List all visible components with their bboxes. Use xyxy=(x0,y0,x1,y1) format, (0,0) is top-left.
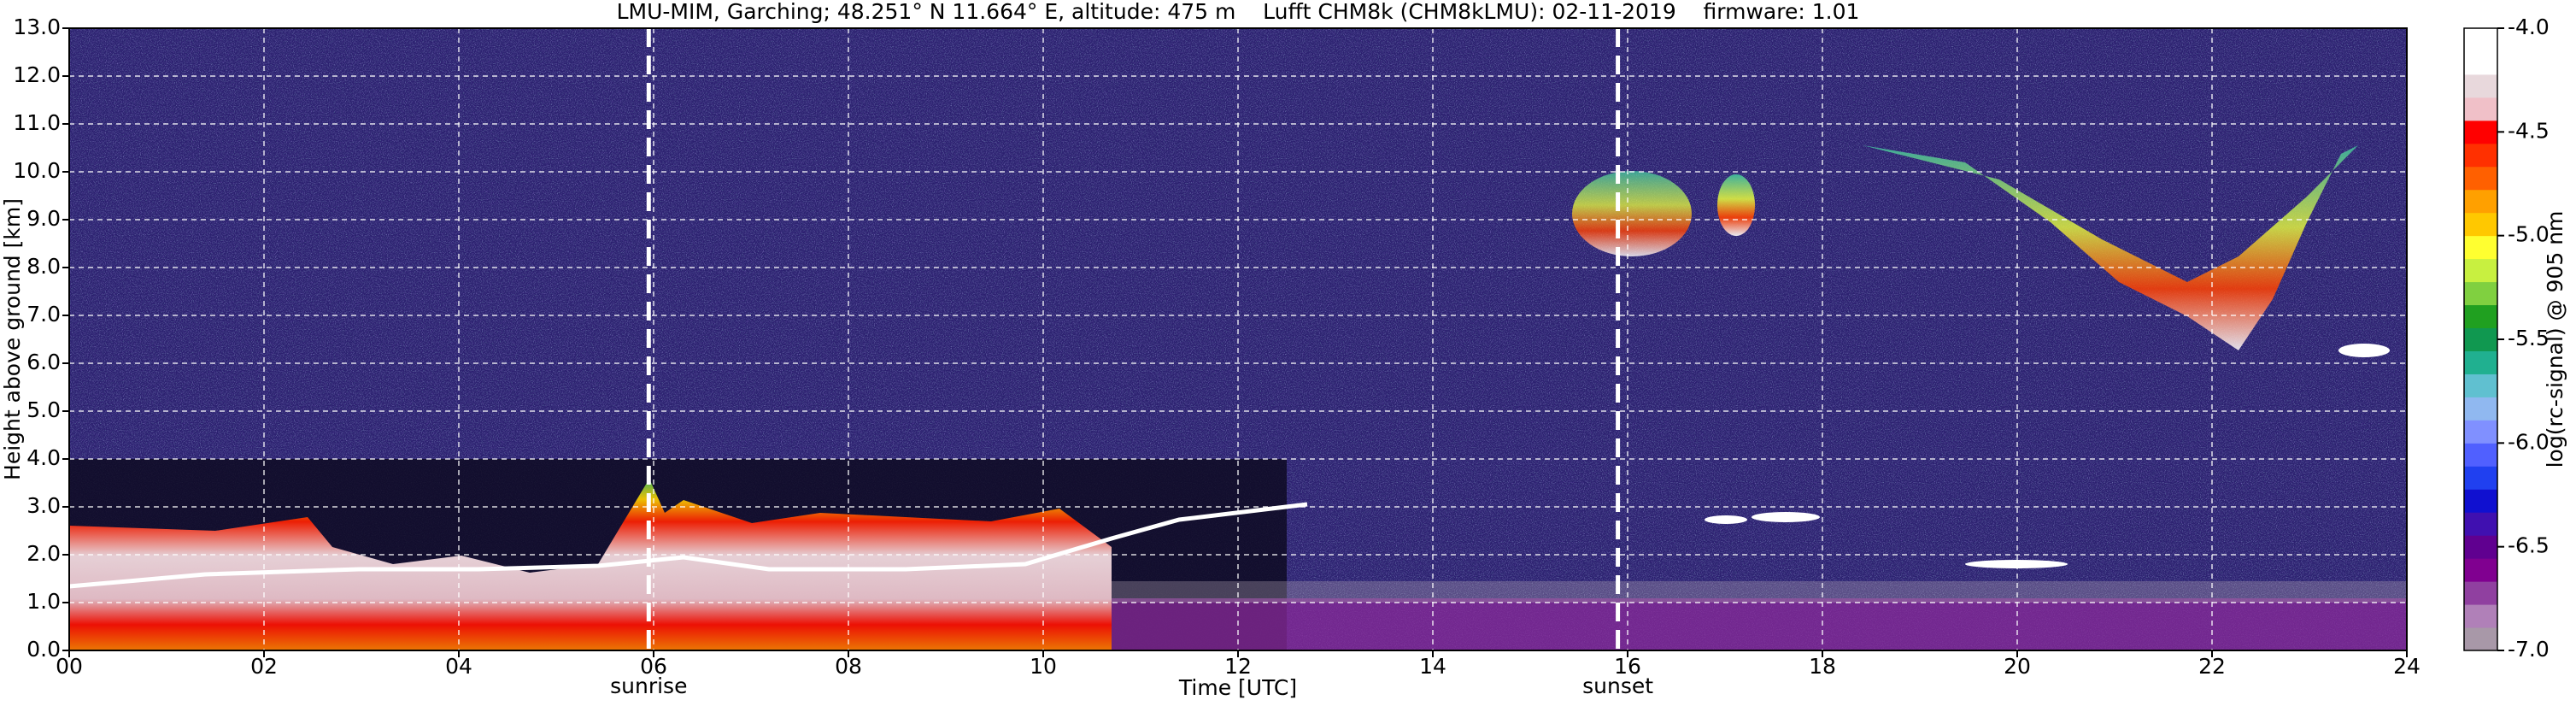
colorbar-band xyxy=(2464,304,2497,329)
colorbar-band xyxy=(2464,143,2497,168)
colorbar-band xyxy=(2464,281,2497,306)
colorbar-band xyxy=(2464,535,2497,559)
cloud xyxy=(1572,171,1692,256)
colorbar-tick-label: -4.0 xyxy=(2508,15,2550,39)
y-tick-label: 13.0 xyxy=(13,15,61,39)
y-tick-label: 3.0 xyxy=(26,493,61,518)
colorbar-band xyxy=(2464,627,2497,651)
colorbar-band xyxy=(2464,28,2497,52)
colorbar-band xyxy=(2464,443,2497,467)
y-tick-label: 8.0 xyxy=(26,254,61,279)
x-tick-label: 16 xyxy=(1614,654,1641,679)
y-tick-label: 6.0 xyxy=(26,350,61,374)
cloud xyxy=(1705,515,1747,524)
cloud xyxy=(1965,560,2068,568)
x-tick-label: 20 xyxy=(2004,654,2031,679)
colorbar-band xyxy=(2464,166,2497,191)
colorbar-band xyxy=(2464,327,2497,351)
colorbar-band xyxy=(2464,397,2497,421)
x-tick-label: 24 xyxy=(2393,654,2421,679)
y-axis-label: Height above ground [km] xyxy=(0,198,25,480)
cloud xyxy=(1717,174,1755,236)
x-tick-label: 02 xyxy=(250,654,278,679)
colorbar-band xyxy=(2464,581,2497,605)
x-tick-label: 06 xyxy=(640,654,667,679)
y-tick-label: 1.0 xyxy=(26,589,61,614)
colorbar-band xyxy=(2464,420,2497,444)
colorbar-tick-label: -5.0 xyxy=(2508,222,2550,247)
colorbar-tick-label: -5.5 xyxy=(2508,326,2550,350)
colorbar-band xyxy=(2464,512,2497,536)
y-tick-label: 7.0 xyxy=(26,302,61,327)
colorbar-band xyxy=(2464,604,2497,628)
colorbar-band xyxy=(2464,97,2497,121)
colorbar-band xyxy=(2464,189,2497,214)
colorbar-band xyxy=(2464,212,2497,237)
colorbar-band xyxy=(2464,120,2497,144)
x-tick-label: 00 xyxy=(56,654,83,679)
colorbar-band xyxy=(2464,489,2497,513)
y-tick-label: 0.0 xyxy=(26,637,61,662)
x-tick-label: 10 xyxy=(1030,654,1057,679)
colorbar: -7.0 -6.5 -6.0 -5.5 -5.0 -4.5 -4.0 xyxy=(2463,15,2550,662)
x-tick-label: 12 xyxy=(1224,654,1252,679)
cloud xyxy=(2338,344,2390,357)
y-tick-label: 11.0 xyxy=(13,110,61,135)
x-tick-label: 08 xyxy=(835,654,862,679)
colorbar-band xyxy=(2464,50,2497,75)
x-tick-label: 22 xyxy=(2198,654,2226,679)
colorbar-tick-label: -4.5 xyxy=(2508,118,2550,143)
annotation-label: sunset xyxy=(1582,674,1653,698)
colorbar-label: log(rc-signal) @ 905 nm xyxy=(2543,211,2567,468)
y-tick-label: 9.0 xyxy=(26,206,61,231)
y-tick-label: 4.0 xyxy=(26,445,61,470)
y-tick-label: 5.0 xyxy=(26,397,61,422)
colorbar-tick-label: -6.0 xyxy=(2508,429,2550,454)
annotations xyxy=(646,28,1621,650)
colorbar-band xyxy=(2464,558,2497,582)
colorbar-band xyxy=(2464,350,2497,374)
colorbar-band xyxy=(2464,258,2497,283)
colorbar-band xyxy=(2464,466,2497,490)
layer-top xyxy=(69,502,1308,589)
haze-edge xyxy=(1112,581,2407,603)
cloud xyxy=(1863,145,2358,350)
boundary-layer xyxy=(69,479,1112,650)
colorbar-band xyxy=(2464,235,2497,260)
x-tick-label: 14 xyxy=(1419,654,1446,679)
y-tick-label: 10.0 xyxy=(13,158,61,183)
y-tick-label: 2.0 xyxy=(26,541,61,566)
chart-title: LMU-MIM, Garching; 48.251° N 11.664° E, … xyxy=(617,0,1860,24)
x-tick-label: 18 xyxy=(1809,654,1836,679)
x-tick-label: 04 xyxy=(445,654,472,679)
colorbar-tick-label: -7.0 xyxy=(2508,637,2550,662)
colorbar-band xyxy=(2464,74,2497,98)
colorbar-band xyxy=(2464,374,2497,397)
x-axis-label: Time [UTC] xyxy=(1178,675,1297,700)
y-tick-label: 12.0 xyxy=(13,62,61,87)
colorbar-tick-label: -6.5 xyxy=(2508,533,2550,558)
cloud xyxy=(1752,512,1820,522)
annotation-label: sunrise xyxy=(610,674,687,698)
haze xyxy=(1112,598,2407,650)
